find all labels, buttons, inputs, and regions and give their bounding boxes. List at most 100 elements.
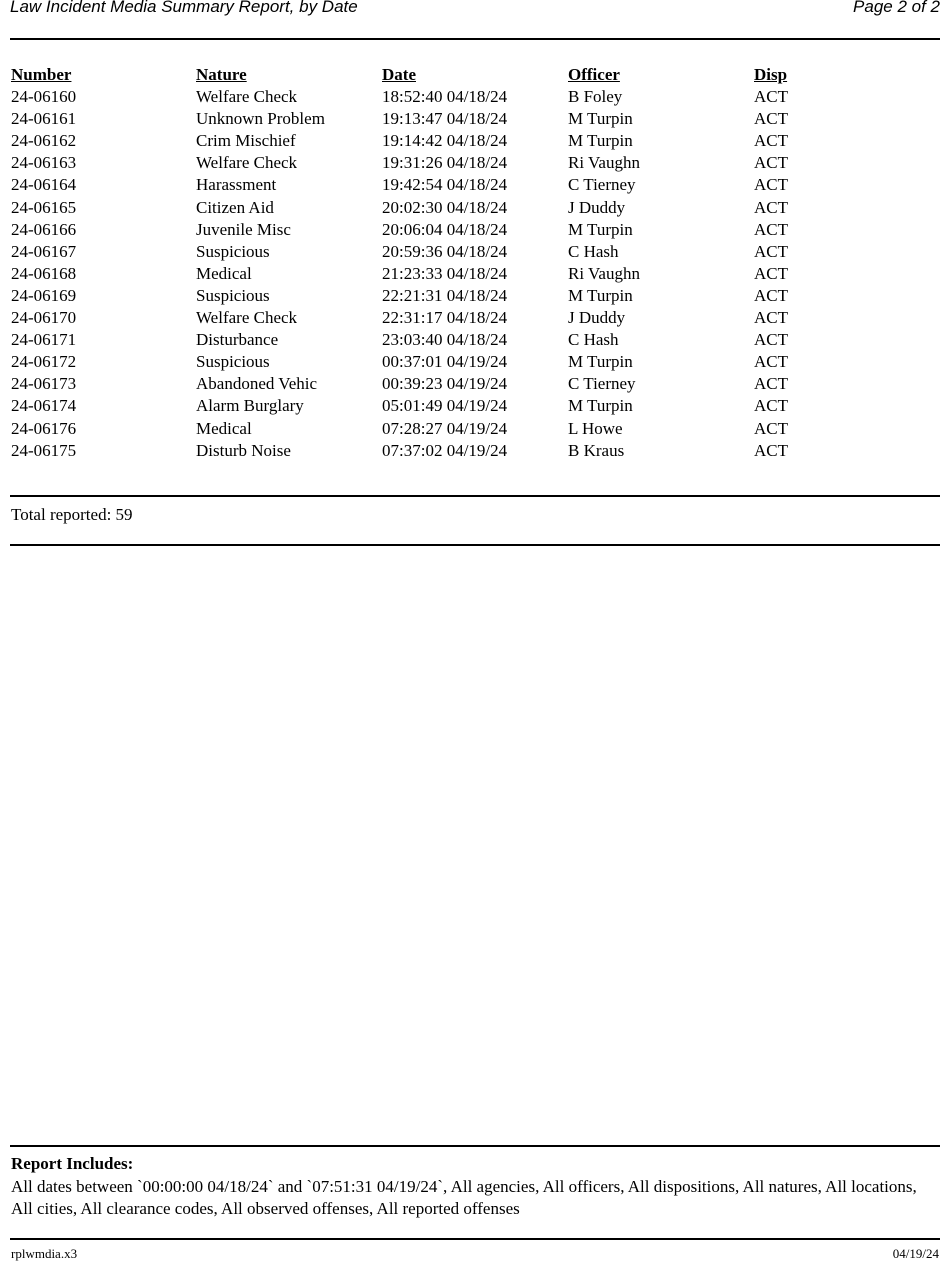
cell-disp: ACT: [754, 241, 788, 261]
cell-officer: Ri Vaughn: [568, 263, 640, 283]
cell-disp: ACT: [754, 219, 788, 239]
table-row: 24-06176 Medical 07:28:27 04/19/24 L Howe AC…: [0, 418, 950, 440]
cell-officer: C Tierney: [568, 175, 636, 195]
cell-number: 24-06171: [11, 330, 77, 350]
cell-date: 07:28:27 04/19/24: [382, 418, 508, 438]
cell-number: 24-06163: [11, 153, 77, 173]
cell-nature: Medical: [196, 263, 252, 283]
table-row: 24-06162 Crim Mischief 19:14:42 04/18/24 M …: [0, 130, 950, 152]
cell-nature: Abandoned Vehic: [196, 374, 318, 394]
cell-number: 24-06168: [11, 263, 77, 283]
table-row: 24-06166 Juvenile Misc 20:06:04 04/18/24 M …: [0, 219, 950, 241]
cell-date: 00:37:01 04/19/24: [382, 352, 508, 372]
divider: [10, 495, 940, 497]
column-header-officer: Officer: [568, 65, 620, 84]
cell-date: 22:21:31 04/18/24: [382, 285, 508, 305]
cell-disp: ACT: [754, 374, 788, 394]
total-reported: Total reported: 59: [11, 505, 133, 524]
table-row: 24-06167 Suspicious 20:59:36 04/18/24 C Has…: [0, 241, 950, 263]
table-header: Number Nature Date Officer Disp: [0, 64, 950, 86]
cell-number: 24-06166: [11, 219, 77, 239]
cell-date: 23:03:40 04/18/24: [382, 330, 508, 350]
cell-officer: M Turpin: [568, 396, 633, 416]
cell-nature: Disturb Noise: [196, 440, 291, 460]
cell-date: 19:14:42 04/18/24: [382, 131, 508, 151]
report-includes-heading: Report Includes:: [11, 1154, 134, 1173]
cell-disp: ACT: [754, 285, 788, 305]
divider: [10, 1238, 940, 1240]
cell-number: 24-06170: [11, 308, 77, 328]
cell-date: 19:31:26 04/18/24: [382, 153, 508, 173]
column-header-nature: Nature: [196, 65, 247, 84]
cell-officer: Ri Vaughn: [568, 153, 640, 173]
cell-nature: Welfare Check: [196, 87, 298, 107]
table-row: 24-06165 Citizen Aid 20:02:30 04/18/24 J Du…: [0, 197, 950, 219]
cell-disp: ACT: [754, 330, 788, 350]
cell-officer: M Turpin: [568, 285, 633, 305]
table-row: 24-06163 Welfare Check 19:31:26 04/18/24 Ri…: [0, 152, 950, 174]
cell-date: 19:13:47 04/18/24: [382, 109, 508, 129]
cell-number: 24-06167: [11, 241, 77, 261]
cell-date: 00:39:23 04/19/24: [382, 374, 508, 394]
cell-number: 24-06162: [11, 131, 77, 151]
cell-date: 20:59:36 04/18/24: [382, 241, 508, 261]
cell-number: 24-06176: [11, 418, 77, 438]
cell-disp: ACT: [754, 153, 788, 173]
cell-disp: ACT: [754, 352, 788, 372]
cell-number: 24-06165: [11, 197, 77, 217]
cell-date: 20:06:04 04/18/24: [382, 219, 508, 239]
cell-disp: ACT: [754, 175, 788, 195]
column-header-disp: Disp: [754, 65, 788, 84]
column-header-number: Number: [11, 65, 72, 84]
print-date: 04/19/24: [892, 1246, 939, 1261]
cell-date: 19:42:54 04/18/24: [382, 175, 508, 195]
cell-officer: M Turpin: [568, 109, 633, 129]
cell-date: 22:31:17 04/18/24: [382, 308, 508, 328]
cell-number: 24-06169: [11, 285, 77, 305]
cell-number: 24-06175: [11, 440, 77, 460]
cell-nature: Crim Mischief: [196, 131, 296, 151]
table-row: 24-06174 Alarm Burglary 05:01:49 04/19/24 M…: [0, 395, 950, 417]
cell-nature: Suspicious: [196, 285, 270, 305]
program-name: rplwmdia.x3: [11, 1246, 78, 1261]
cell-officer: M Turpin: [568, 352, 633, 372]
cell-disp: ACT: [754, 131, 788, 151]
cell-disp: ACT: [754, 87, 788, 107]
cell-disp: ACT: [754, 197, 788, 217]
cell-officer: C Tierney: [568, 374, 636, 394]
table-row: 24-06161 Unknown Problem 19:13:47 04/18/24…: [0, 108, 950, 130]
cell-number: 24-06160: [11, 87, 77, 107]
cell-nature: Unknown Problem: [196, 109, 325, 129]
cell-officer: C Hash: [568, 241, 619, 261]
cell-officer: C Hash: [568, 330, 619, 350]
table-row: 24-06170 Welfare Check 22:31:17 04/18/24 J …: [0, 307, 950, 329]
cell-officer: J Duddy: [568, 308, 626, 328]
table-row: 24-06164 Harassment 19:42:54 04/18/24 C Tie…: [0, 174, 950, 196]
table-row: 24-06171 Disturbance 23:03:40 04/18/24 C Ha…: [0, 329, 950, 351]
table-row: 24-06168 Medical 21:23:33 04/18/24 Ri Vaugh…: [0, 263, 950, 285]
cell-nature: Disturbance: [196, 330, 279, 350]
cell-date: 07:37:02 04/19/24: [382, 440, 508, 460]
table-row: 24-06169 Suspicious 22:21:31 04/18/24 M Tur…: [0, 285, 950, 307]
cell-officer: L Howe: [568, 418, 623, 438]
cell-number: 24-06173: [11, 374, 77, 394]
cell-disp: ACT: [754, 109, 788, 129]
table-row: 24-06172 Suspicious 00:37:01 04/19/24 M Tur…: [0, 351, 950, 373]
cell-disp: ACT: [754, 308, 788, 328]
cell-nature: Juvenile Misc: [196, 219, 291, 239]
cell-nature: Medical: [196, 418, 252, 438]
cell-disp: ACT: [754, 396, 788, 416]
cell-nature: Welfare Check: [196, 153, 298, 173]
cell-officer: B Foley: [568, 87, 623, 107]
cell-officer: M Turpin: [568, 131, 633, 151]
column-header-date: Date: [382, 65, 416, 84]
cell-number: 24-06172: [11, 352, 77, 372]
report-title: Law Incident Media Summary Report, by Da…: [10, 0, 358, 16]
cell-disp: ACT: [754, 440, 788, 460]
divider: [10, 38, 940, 40]
divider: [10, 544, 940, 546]
cell-disp: ACT: [754, 418, 788, 438]
table-row: 24-06175 Disturb Noise 07:37:02 04/19/24 B …: [0, 440, 950, 462]
cell-date: 21:23:33 04/18/24: [382, 263, 508, 283]
cell-nature: Suspicious: [196, 241, 270, 261]
